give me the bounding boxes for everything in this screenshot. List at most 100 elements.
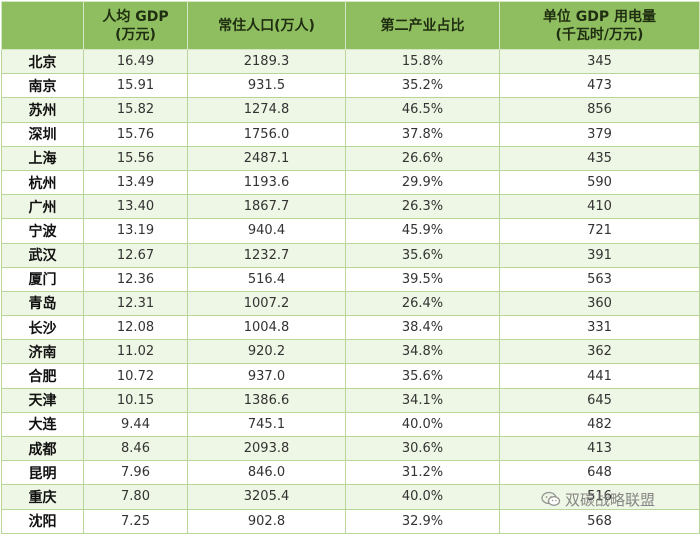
cell-city: 天津 — [1, 387, 84, 413]
cell-electricity: 345 — [499, 48, 700, 75]
cell-population: 937.0 — [187, 363, 346, 389]
cell-city: 昆明 — [1, 460, 84, 486]
table-row: 厦门 12.36 516.4 39.5% 563 — [1, 266, 700, 292]
cell-gdp: 15.56 — [83, 145, 188, 171]
cell-secondary: 39.5% — [345, 266, 500, 292]
watermark-text: 双碳战略联盟 — [565, 490, 656, 509]
cell-city: 苏州 — [1, 97, 84, 123]
cell-population: 2487.1 — [187, 145, 346, 171]
cell-city: 长沙 — [1, 315, 84, 341]
table-row: 大连 9.44 745.1 40.0% 482 — [1, 411, 700, 438]
table-row: 上海 15.56 2487.1 26.6% 435 — [1, 145, 700, 171]
cell-population: 931.5 — [187, 73, 346, 99]
table-row: 广州 13.40 1867.7 26.3% 410 — [1, 194, 700, 220]
cell-city: 成都 — [1, 435, 84, 462]
cell-electricity: 413 — [499, 435, 700, 462]
cell-city: 合肥 — [1, 363, 84, 389]
cell-electricity: 331 — [499, 315, 700, 341]
cell-gdp: 9.44 — [83, 411, 188, 438]
cell-population: 2189.3 — [187, 48, 346, 75]
cell-electricity: 379 — [499, 121, 700, 147]
table-row: 济南 11.02 920.2 34.8% 362 — [1, 339, 700, 365]
cell-electricity: 568 — [499, 508, 700, 534]
table-row: 青岛 12.31 1007.2 26.4% 360 — [1, 290, 700, 317]
cell-population: 745.1 — [187, 411, 346, 438]
cell-gdp: 13.40 — [83, 194, 188, 220]
cell-gdp: 7.25 — [83, 508, 188, 534]
cell-secondary: 35.6% — [345, 242, 500, 268]
cell-gdp: 11.02 — [83, 339, 188, 365]
cell-secondary: 15.8% — [345, 48, 500, 75]
cell-electricity: 410 — [499, 194, 700, 220]
wechat-icon — [541, 491, 561, 506]
cell-population: 1386.6 — [187, 387, 346, 413]
cell-gdp: 10.72 — [83, 363, 188, 389]
cell-secondary: 26.4% — [345, 290, 500, 317]
cell-city: 济南 — [1, 339, 84, 365]
cell-electricity: 721 — [499, 218, 700, 244]
cell-electricity: 516 — [499, 484, 700, 510]
cell-secondary: 38.4% — [345, 315, 500, 341]
cell-gdp: 15.76 — [83, 121, 188, 147]
cell-secondary: 37.8% — [345, 121, 500, 147]
cell-city: 重庆 — [1, 484, 84, 510]
table-body: 北京 16.49 2189.3 15.8% 345 南京 15.91 931.5 35.2% 47… — [1, 48, 700, 534]
cell-population: 940.4 — [187, 218, 346, 244]
cell-electricity: 441 — [499, 363, 700, 389]
watermark: 双碳战略联盟 — [541, 488, 655, 510]
cell-population: 902.8 — [187, 508, 346, 534]
cell-electricity: 482 — [499, 411, 700, 438]
cell-secondary: 35.2% — [345, 73, 500, 99]
cell-electricity: 473 — [499, 73, 700, 99]
table-row: 深圳 15.76 1756.0 37.8% 379 — [1, 121, 700, 147]
cell-gdp: 12.31 — [83, 290, 188, 317]
table-row: 天津 10.15 1386.6 34.1% 645 — [1, 387, 700, 413]
cell-secondary: 26.6% — [345, 145, 500, 171]
table-row: 北京 16.49 2189.3 15.8% 345 — [1, 48, 700, 75]
table-row: 合肥 10.72 937.0 35.6% 441 — [1, 363, 700, 389]
table-row: 昆明 7.96 846.0 31.2% 648 — [1, 460, 700, 486]
cell-electricity: 648 — [499, 460, 700, 486]
table-row: 沈阳 7.25 902.8 32.9% 568 — [1, 508, 700, 534]
cell-population: 846.0 — [187, 460, 346, 486]
header-population: 常住人口(万人) — [187, 1, 346, 50]
table-row: 苏州 15.82 1274.8 46.5% 856 — [1, 97, 700, 123]
cell-city: 广州 — [1, 194, 84, 220]
cell-population: 1232.7 — [187, 242, 346, 268]
cell-electricity: 362 — [499, 339, 700, 365]
cell-secondary: 31.2% — [345, 460, 500, 486]
cell-secondary: 40.0% — [345, 484, 500, 510]
cell-gdp: 12.67 — [83, 242, 188, 268]
cell-population: 920.2 — [187, 339, 346, 365]
cell-population: 1867.7 — [187, 194, 346, 220]
cell-city: 北京 — [1, 48, 84, 75]
table-row: 武汉 12.67 1232.7 35.6% 391 — [1, 242, 700, 268]
cell-secondary: 32.9% — [345, 508, 500, 534]
table-row: 成都 8.46 2093.8 30.6% 413 — [1, 435, 700, 462]
table-row: 长沙 12.08 1004.8 38.4% 331 — [1, 315, 700, 341]
cell-city: 沈阳 — [1, 508, 84, 534]
cell-electricity: 856 — [499, 97, 700, 123]
cell-population: 1756.0 — [187, 121, 346, 147]
cell-population: 1004.8 — [187, 315, 346, 341]
cell-secondary: 34.8% — [345, 339, 500, 365]
header-city — [1, 1, 84, 50]
cell-gdp: 12.36 — [83, 266, 188, 292]
table-row: 杭州 13.49 1193.6 29.9% 590 — [1, 169, 700, 196]
cell-electricity: 435 — [499, 145, 700, 171]
cell-population: 2093.8 — [187, 435, 346, 462]
header-secondary: 第二产业占比 — [345, 1, 500, 50]
header-gdp: 人均 GDP (万元) — [83, 1, 188, 50]
cell-gdp: 12.08 — [83, 315, 188, 341]
header-electricity: 单位 GDP 用电量 (千瓦时/万元) — [499, 1, 700, 50]
cell-electricity: 563 — [499, 266, 700, 292]
table-row: 宁波 13.19 940.4 45.9% 721 — [1, 218, 700, 244]
table-row: 重庆 7.80 3205.4 40.0% 516 — [1, 484, 700, 510]
cell-population: 1007.2 — [187, 290, 346, 317]
cell-electricity: 360 — [499, 290, 700, 317]
cell-secondary: 34.1% — [345, 387, 500, 413]
cell-gdp: 8.46 — [83, 435, 188, 462]
cell-city: 大连 — [1, 411, 84, 438]
cell-population: 3205.4 — [187, 484, 346, 510]
cell-city: 厦门 — [1, 266, 84, 292]
